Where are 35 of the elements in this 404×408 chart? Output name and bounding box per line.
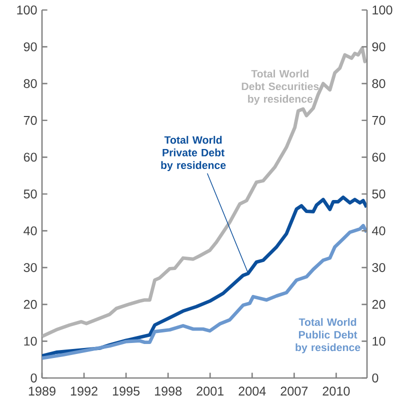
y-tick-label: 60 — [24, 152, 37, 162]
y2-tick-label: 30 — [372, 263, 386, 272]
y-tick-label: 0 — [30, 374, 37, 382]
series-label: Total World Debt Securities by residence — [242, 70, 319, 105]
y-tick-label: 20 — [24, 300, 37, 309]
y-tick-label: 90 — [24, 42, 37, 52]
y-tick-label: 40 — [24, 226, 37, 236]
y2-tick-label: 40 — [372, 226, 386, 236]
line-series — [42, 224, 368, 360]
x-tick-label: 2001 — [196, 386, 224, 396]
y-tick-label: 100 — [17, 6, 37, 14]
x-tick-label: 1995 — [112, 386, 140, 396]
x-tick-label: 1998 — [155, 386, 182, 396]
y2-tick-label: 0 — [372, 374, 378, 382]
x-tick-label: 1989 — [28, 386, 56, 396]
y2-tick-label: 70 — [372, 116, 386, 125]
text: Total World Public Debt by residence — [296, 318, 360, 354]
y-tick-label: 50 — [24, 190, 37, 198]
y-tick-label: 10 — [24, 336, 37, 346]
y2-tick-label: 100 — [372, 6, 392, 14]
y2-tick-label: 80 — [372, 79, 386, 88]
y2-tick-label: 10 — [372, 336, 386, 346]
y2-tick-label: 60 — [372, 152, 386, 162]
line-series — [42, 46, 368, 338]
x-tick-label: 2004 — [238, 386, 266, 396]
y-tick-label: 70 — [24, 116, 37, 125]
x-tick-label: 2007 — [280, 386, 308, 396]
y2-tick-label: 50 — [372, 190, 386, 198]
x-tick-label: 2010 — [322, 386, 350, 396]
y-tick-label: 30 — [24, 263, 37, 272]
y2-tick-label: 90 — [372, 42, 386, 52]
text: Total World Private Debt by residence — [161, 136, 226, 172]
y-tick-label: 80 — [24, 79, 37, 88]
x-tick-label: 1992 — [70, 386, 98, 396]
y2-tick-label: 20 — [372, 300, 386, 309]
